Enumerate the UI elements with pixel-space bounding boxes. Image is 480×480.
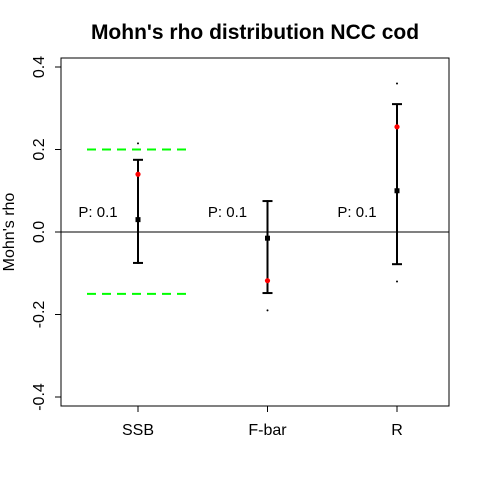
point-estimate-marker [264,278,271,284]
max-marker [396,82,398,85]
x-tick-label: SSB [122,422,154,439]
max-marker [137,142,139,145]
chart-title: Mohn's rho distribution NCC cod [91,21,419,44]
median-marker [135,217,141,223]
point-estimate-marker [394,124,400,130]
y-tick-label: 0.4 [31,56,48,78]
median-marker [265,235,270,241]
y-axis-label: Mohn's rho [1,193,18,272]
min-marker [137,261,139,264]
chart-marks: -0.4 -0.2 0.0 0.2 0.4 SSB F-bar R P: 0.1 P: 0.1 P:… [31,56,449,439]
p-value-annotation: P: 0.1 [208,204,247,221]
y-tick-label: 0.2 [31,138,48,160]
y-tick-label: -0.4 [31,383,48,411]
y-tick-label: 0.0 [31,221,48,243]
x-tick-label: R [391,422,403,439]
y-tick-label: -0.2 [31,301,48,329]
p-value-annotation: P: 0.1 [337,204,376,221]
point-estimate-marker [135,171,141,177]
median-marker [394,188,400,194]
min-marker [396,280,398,283]
p-value-annotation: P: 0.1 [78,204,117,221]
max-marker [266,200,269,203]
x-tick-label: F-bar [248,422,287,439]
min-marker [266,309,269,312]
